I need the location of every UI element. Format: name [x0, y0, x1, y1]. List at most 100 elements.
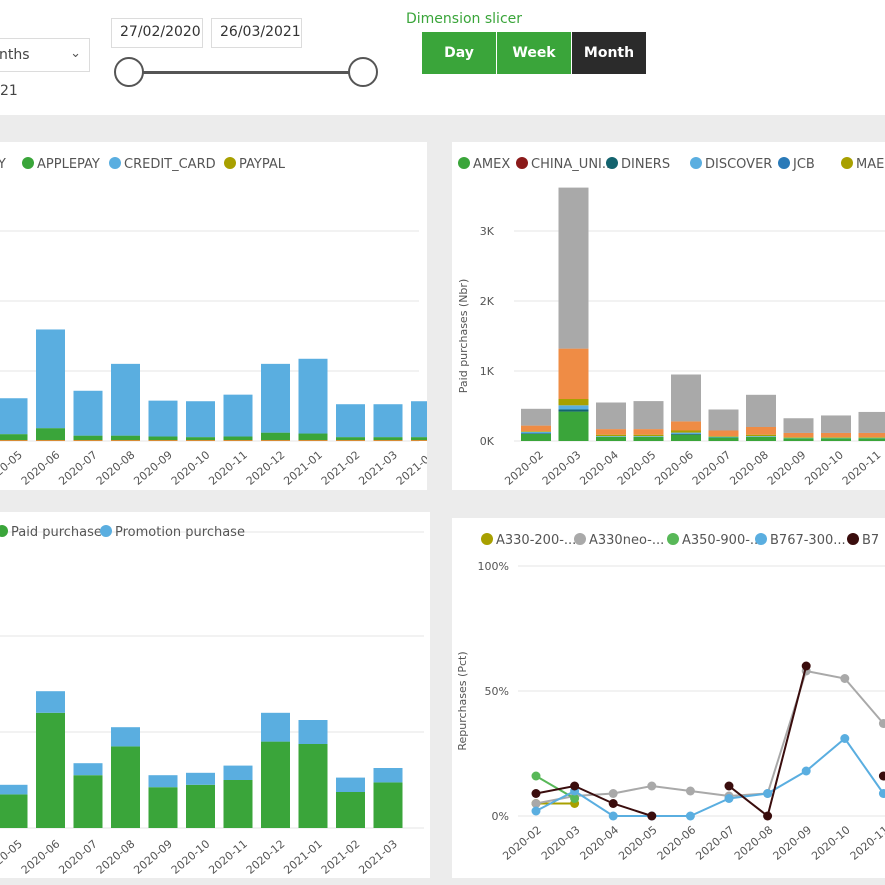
bar-segment — [261, 432, 290, 441]
data-point — [531, 771, 541, 781]
repurchases-card: 0% 50% 100% Repurchases (Pct) A330-200-... A3… — [452, 518, 885, 878]
bar-segment — [373, 404, 403, 438]
bar-segment — [746, 436, 776, 437]
legend-label: A330neo-... — [589, 533, 664, 548]
data-point — [531, 789, 541, 798]
bar-segment — [148, 775, 178, 788]
legend-label: CHINA_UNI... — [531, 157, 614, 172]
x-tick-label: 2020-09 — [131, 837, 175, 877]
data-point — [801, 766, 811, 776]
date-range-slider-track[interactable] — [130, 71, 364, 74]
bar-segment — [223, 780, 253, 828]
bar-segment — [858, 438, 885, 441]
legend-label: AY — [0, 157, 6, 172]
bar-segment — [521, 434, 551, 441]
x-tick-label: 2020-10 — [169, 837, 213, 877]
legend-marker — [574, 533, 586, 545]
period-label: 21 — [0, 83, 18, 99]
legend-marker — [667, 533, 679, 545]
y-tick-label: 3K — [480, 225, 495, 238]
x-tick-label: 2020-08 — [94, 837, 138, 877]
x-tick-label: 2020-07 — [56, 837, 100, 877]
bar-segment — [783, 418, 814, 433]
data-point — [801, 661, 811, 671]
legend-label: CREDIT_CARD — [124, 157, 216, 172]
bar-segment — [148, 440, 178, 441]
x-tick-label: 2020-09 — [765, 448, 809, 488]
bar-segment — [783, 438, 814, 441]
bar-segment — [821, 432, 851, 438]
x-tick-label: 2020-09 — [131, 448, 175, 488]
bar-segment — [708, 430, 739, 437]
bar-segment — [148, 400, 178, 437]
data-point — [840, 674, 850, 683]
data-point — [878, 771, 885, 781]
bar-segment — [0, 794, 28, 828]
bar-segment — [73, 440, 103, 441]
bar-segment — [0, 440, 28, 441]
bar-segment — [521, 408, 551, 426]
data-point — [570, 781, 580, 791]
legend-label: Paid purchase — [11, 525, 102, 540]
bar-segment — [558, 348, 589, 399]
bar-segment — [298, 744, 328, 828]
y-tick-label: 100% — [478, 560, 509, 573]
legend-marker — [481, 533, 493, 545]
x-tick-label: 2020-02 — [502, 448, 546, 488]
bar-segment — [521, 431, 551, 432]
slider-start-handle[interactable] — [114, 57, 144, 87]
data-point — [763, 811, 773, 821]
bar-segment — [746, 427, 776, 435]
x-tick-label: 2020-11 — [848, 823, 885, 863]
y-tick-label: 0% — [492, 810, 509, 823]
bar-segment — [671, 374, 701, 422]
x-tick-label: 2021-04 — [394, 448, 427, 488]
card-brands-card: 0K 1K 2K 3K Paid purchases (Nbr) AMEX CHINA_UN… — [452, 142, 885, 490]
bar-segment — [36, 440, 65, 441]
start-date-input[interactable]: 27/02/2020 — [111, 18, 203, 48]
payment-methods-card: AYAPPLEPAYCREDIT_CARDPAYPAL2020-052020-0… — [0, 142, 427, 490]
data-point — [531, 799, 541, 808]
bar-segment — [671, 430, 701, 433]
bar-segment — [373, 782, 403, 828]
data-point — [570, 794, 580, 803]
end-date-input[interactable]: 26/03/2021 — [211, 18, 302, 48]
data-point — [647, 781, 657, 791]
bar-segment — [261, 741, 290, 828]
legend-marker — [109, 157, 121, 169]
bar-segment — [261, 440, 290, 441]
x-tick-label: 2020-11 — [206, 837, 250, 877]
bar-segment — [521, 431, 551, 434]
bar-segment — [596, 436, 626, 437]
legend-marker — [778, 157, 790, 169]
x-tick-label: 2020-08 — [94, 448, 138, 488]
bar-segment — [521, 433, 551, 434]
bar-segment — [298, 433, 328, 441]
bar-segment — [0, 784, 28, 795]
bar-segment — [411, 401, 427, 438]
bar-segment — [36, 691, 65, 713]
x-tick-label: 2020-08 — [727, 448, 771, 488]
x-tick-label: 2020-02 — [500, 823, 544, 863]
slicer-day-button[interactable]: Day — [422, 32, 496, 74]
x-tick-label: 2021-03 — [356, 448, 400, 488]
bar-segment — [336, 440, 365, 441]
bar-segment — [708, 437, 739, 441]
bar-segment — [336, 792, 365, 828]
data-point — [878, 789, 885, 798]
repurchases-chart: 0% 50% 100% Repurchases (Pct) A330-200-... A3… — [456, 533, 885, 863]
x-tick-label: 2020-07 — [56, 448, 100, 488]
y-axis-title: Repurchases (Pct) — [456, 651, 469, 750]
bar-segment — [633, 434, 664, 437]
bar-segment — [223, 440, 253, 441]
slider-end-handle[interactable] — [348, 57, 378, 87]
slicer-week-button[interactable]: Week — [497, 32, 571, 74]
bar-segment — [411, 437, 427, 441]
legend-marker — [847, 533, 859, 545]
date-range-dropdown[interactable]: nths ⌄ — [0, 38, 90, 72]
slicer-month-button[interactable]: Month — [572, 32, 646, 74]
legend-label: PAYPAL — [239, 157, 286, 172]
x-tick-label: 2020-06 — [655, 823, 699, 863]
bar-segment — [186, 437, 215, 441]
bar-segment — [73, 763, 103, 776]
